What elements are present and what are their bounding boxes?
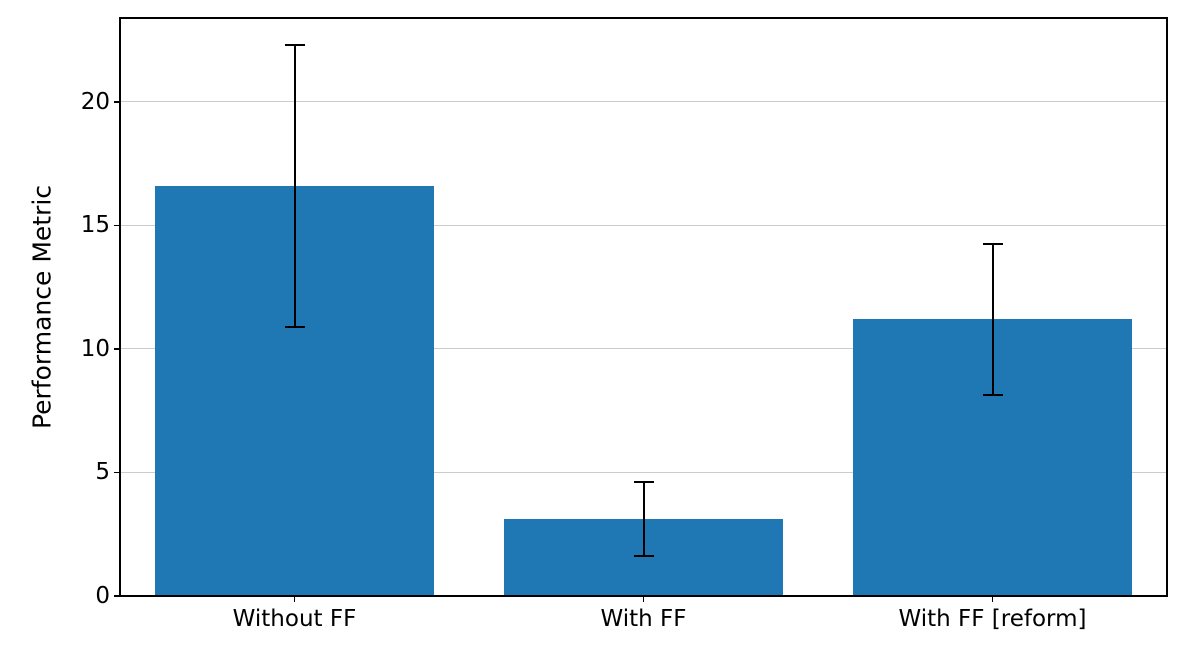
ytick-label: 15	[81, 212, 110, 238]
errorbar-line	[992, 244, 994, 395]
chart-container: 0 5 10 15 20 Without FF With FF With FF [reform…	[0, 0, 1195, 656]
xtick-mark	[643, 596, 645, 602]
axis-spine	[1166, 17, 1168, 597]
axis-spine	[119, 17, 121, 597]
plot-area	[120, 18, 1167, 596]
ytick-label: 20	[81, 89, 110, 115]
axis-spine	[119, 17, 1168, 19]
errorbar-cap	[983, 243, 1003, 245]
errorbar-cap	[634, 481, 654, 483]
y-axis-label: Performance Metric	[28, 185, 57, 429]
ytick-mark	[114, 595, 120, 597]
errorbar-line	[643, 482, 645, 556]
xtick-label: With FF	[601, 606, 687, 632]
errorbar-cap	[285, 326, 305, 328]
errorbar-line	[294, 45, 296, 327]
xtick-label: Without FF	[233, 606, 357, 632]
errorbar-cap	[634, 555, 654, 557]
xtick-mark	[294, 596, 296, 602]
errorbar-cap	[983, 394, 1003, 396]
xtick-label: With FF [reform]	[899, 606, 1087, 632]
ytick-label: 5	[95, 459, 110, 485]
ytick-label: 0	[95, 583, 110, 609]
ytick-mark	[114, 472, 120, 474]
ytick-mark	[114, 348, 120, 350]
xtick-mark	[992, 596, 994, 602]
ytick-mark	[114, 101, 120, 103]
ytick-label: 10	[81, 336, 110, 362]
ytick-mark	[114, 225, 120, 227]
gridline	[120, 101, 1167, 102]
errorbar-cap	[285, 44, 305, 46]
